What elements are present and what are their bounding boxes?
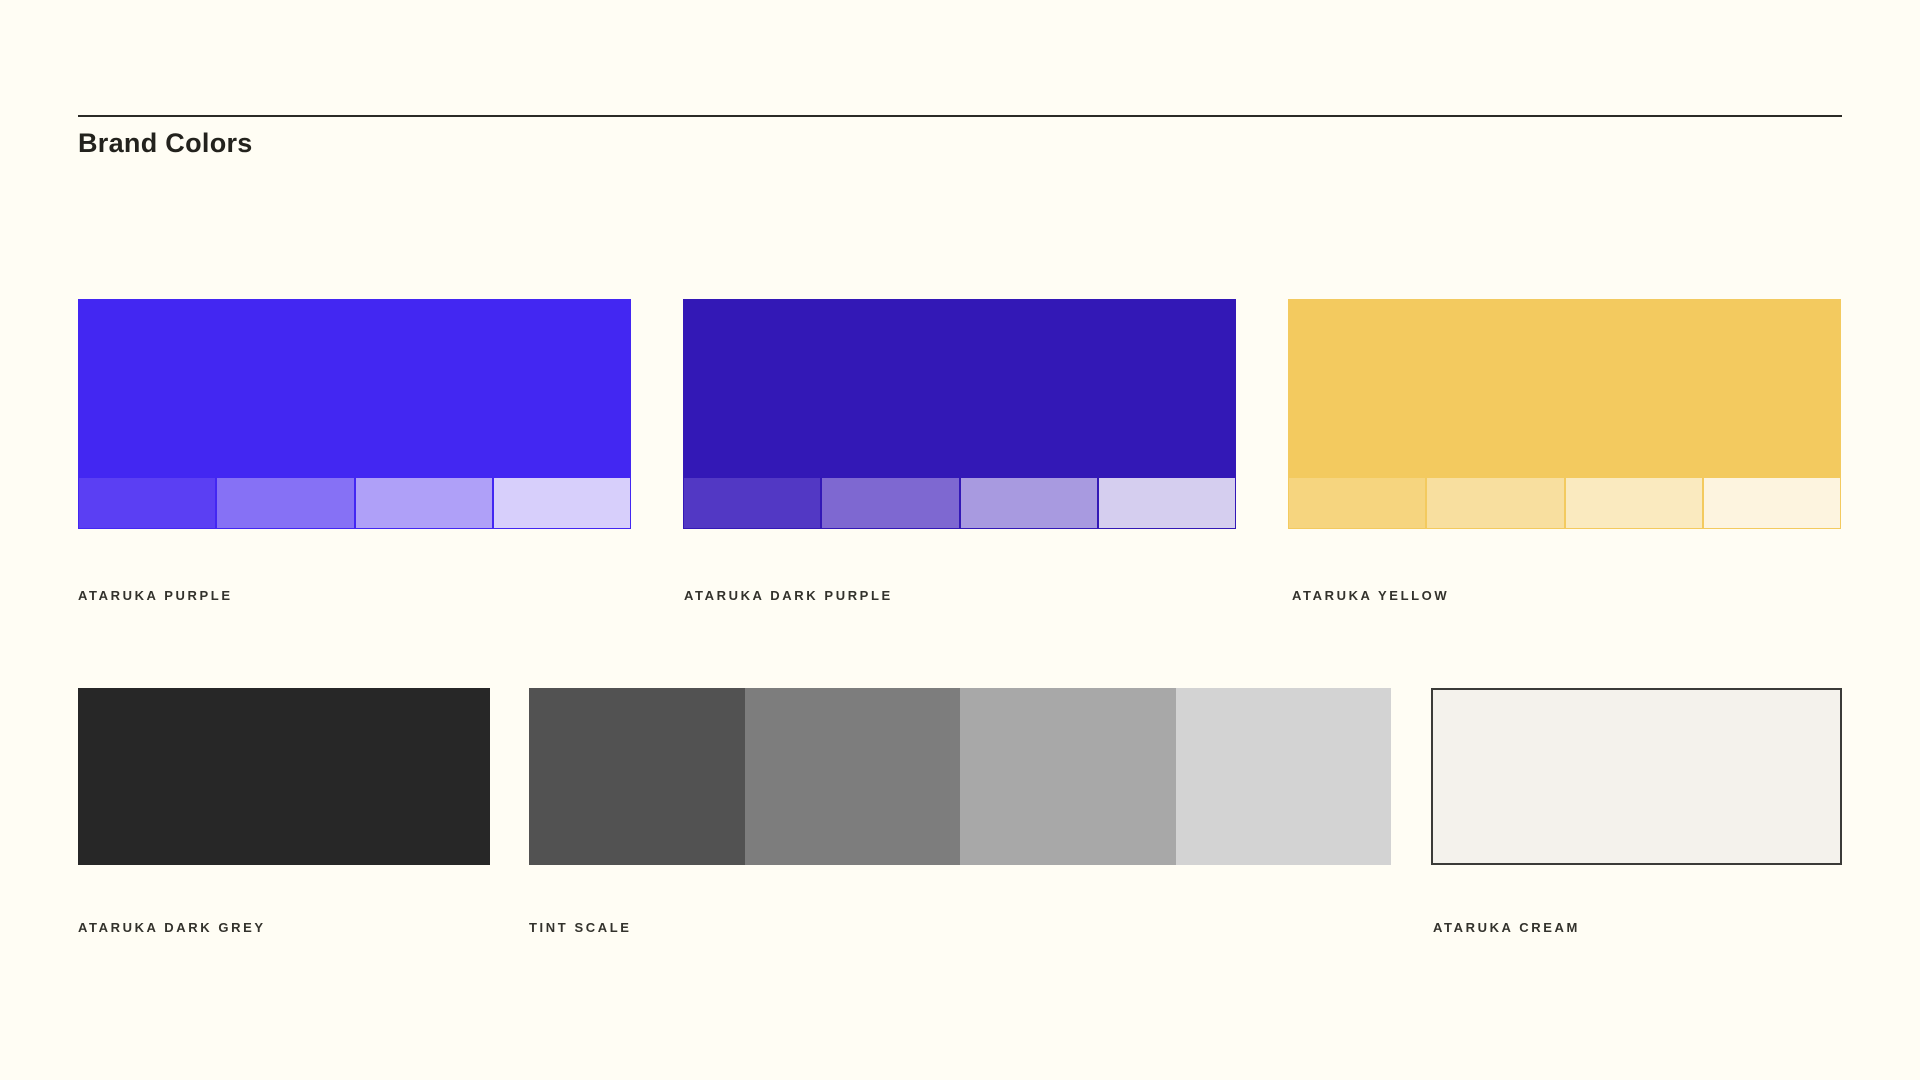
swatch-card-ataruka-yellow: [1288, 299, 1841, 529]
tint-scale-cell: [960, 688, 1176, 865]
swatch-card-ataruka-purple: [78, 299, 631, 529]
tint-cell: [1702, 477, 1841, 529]
label-ataruka-cream: ATARUKA CREAM: [1433, 920, 1580, 935]
tint-cell: [354, 477, 493, 529]
section-divider-rule: [78, 115, 1842, 117]
color-block-ataruka-dark-purple: [683, 299, 1236, 477]
tint-scale-cell: [529, 688, 745, 865]
tint-strip-ataruka-purple: [78, 477, 631, 529]
tint-cell: [78, 477, 217, 529]
tint-cell: [959, 477, 1098, 529]
color-block-ataruka-cream: [1431, 688, 1842, 865]
tint-scale-cell: [744, 688, 960, 865]
tint-strip-ataruka-yellow: [1288, 477, 1841, 529]
tint-cell: [821, 477, 960, 529]
label-ataruka-yellow: ATARUKA YELLOW: [1292, 588, 1450, 603]
tint-scale-strip: [529, 688, 1391, 865]
tint-scale-cell: [1175, 688, 1391, 865]
swatch-card-ataruka-dark-purple: [683, 299, 1236, 529]
color-block-ataruka-dark-grey: [78, 688, 490, 865]
tint-cell: [683, 477, 822, 529]
page-title: Brand Colors: [78, 128, 253, 158]
tint-cell: [1097, 477, 1236, 529]
tint-cell: [492, 477, 631, 529]
tint-cell: [1288, 477, 1427, 529]
tint-cell: [1426, 477, 1565, 529]
color-block-ataruka-yellow: [1288, 299, 1841, 477]
label-ataruka-dark-purple: ATARUKA DARK PURPLE: [684, 588, 893, 603]
tint-cell: [1564, 477, 1703, 529]
color-block-ataruka-purple: [78, 299, 631, 477]
tint-strip-ataruka-dark-purple: [683, 477, 1236, 529]
label-tint-scale: TINT SCALE: [529, 920, 632, 935]
label-ataruka-dark-grey: ATARUKA DARK GREY: [78, 920, 266, 935]
tint-cell: [216, 477, 355, 529]
label-ataruka-purple: ATARUKA PURPLE: [78, 588, 233, 603]
